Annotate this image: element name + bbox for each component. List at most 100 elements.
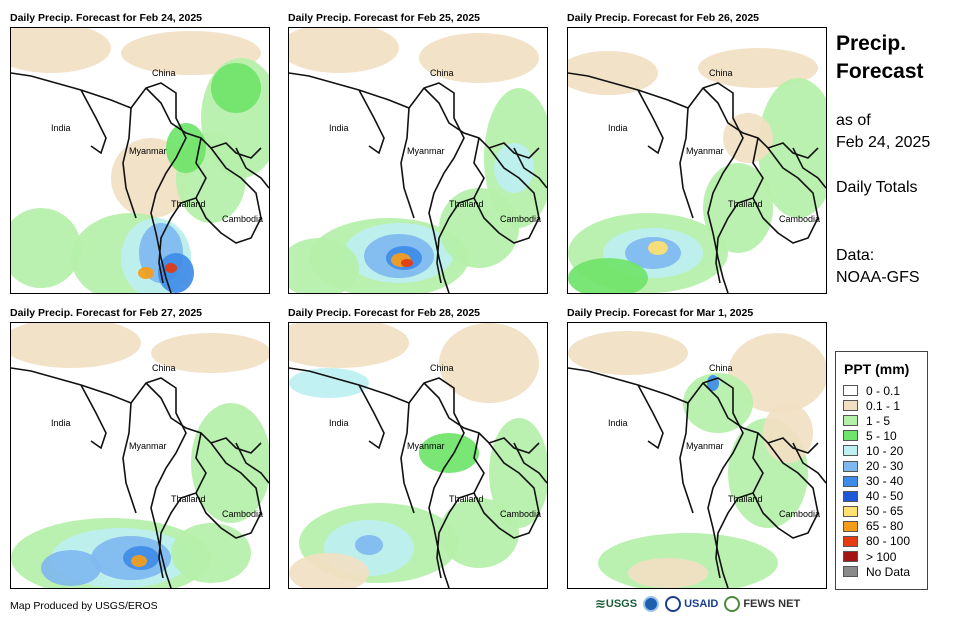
country-border bbox=[400, 402, 415, 514]
legend-item: No Data bbox=[843, 564, 927, 579]
panel-title-5: Daily Precip. Forecast for Feb 28, 2025 bbox=[288, 307, 481, 319]
country-border bbox=[195, 147, 262, 244]
legend-item: 50 - 65 bbox=[843, 504, 927, 519]
usgs-logo: ≋ USGS bbox=[595, 596, 638, 611]
precip-field bbox=[11, 323, 269, 588]
map-label-thailand: Thailand bbox=[728, 494, 763, 504]
usaid-logo: USAID bbox=[665, 596, 718, 612]
precip-area bbox=[158, 253, 194, 293]
legend-swatch bbox=[843, 535, 858, 547]
map-label-myanmar: Myanmar bbox=[407, 146, 445, 156]
map-label-thailand: Thailand bbox=[449, 494, 484, 504]
precip-area bbox=[439, 323, 539, 403]
sidebar-data-source: NOAA-GFS bbox=[836, 269, 920, 286]
map-panel-feb-24: China India Myanmar Thailand Cambodia bbox=[10, 27, 270, 294]
country-border bbox=[679, 402, 694, 514]
country-border bbox=[423, 87, 540, 159]
country-border bbox=[235, 442, 269, 484]
legend-swatch bbox=[843, 385, 858, 397]
country-border bbox=[752, 147, 819, 244]
legend-item: 0 - 0.1 bbox=[843, 383, 927, 398]
legend-swatch bbox=[843, 475, 858, 487]
map-label-india: India bbox=[329, 123, 349, 133]
precip-area bbox=[568, 258, 648, 293]
precip-area bbox=[289, 553, 369, 588]
map-label-myanmar: Myanmar bbox=[129, 146, 167, 156]
legend-swatch bbox=[843, 460, 858, 472]
precip-field bbox=[289, 323, 547, 588]
map-label-china: China bbox=[709, 363, 733, 373]
precip-area bbox=[289, 238, 359, 293]
precip-area bbox=[763, 403, 813, 463]
usgs-wave-icon: ≋ bbox=[595, 596, 606, 611]
precip-area bbox=[11, 323, 141, 368]
country-border bbox=[80, 384, 107, 450]
fews-globe-icon bbox=[724, 596, 741, 612]
map-label-thailand: Thailand bbox=[449, 199, 484, 209]
legend-label: 65 - 80 bbox=[866, 519, 904, 534]
legend-label: 5 - 10 bbox=[866, 428, 897, 443]
country-border bbox=[702, 382, 819, 454]
precip-area bbox=[568, 51, 658, 95]
precip-area bbox=[494, 143, 534, 193]
country-border bbox=[792, 442, 826, 484]
country-border bbox=[752, 442, 819, 539]
map-panel-feb-27: China India Myanmar Thailand Cambodia bbox=[10, 322, 270, 589]
precip-area bbox=[165, 263, 177, 273]
sidebar-title-line1: Precip. bbox=[836, 32, 907, 55]
precip-area bbox=[11, 208, 81, 288]
country-border bbox=[235, 147, 269, 189]
legend-item: 40 - 50 bbox=[843, 489, 927, 504]
precip-area bbox=[439, 498, 519, 568]
precip-field bbox=[568, 331, 826, 588]
legend-swatch bbox=[843, 520, 858, 532]
country-border bbox=[473, 442, 540, 539]
legend-swatch bbox=[843, 490, 858, 502]
country-border bbox=[715, 432, 764, 579]
legend-label: 10 - 20 bbox=[866, 443, 904, 458]
panel-title-4: Daily Precip. Forecast for Feb 27, 2025 bbox=[10, 307, 203, 319]
map-label-myanmar: Myanmar bbox=[407, 441, 445, 451]
country-border bbox=[637, 384, 664, 450]
map-label-thailand: Thailand bbox=[728, 199, 763, 209]
map-label-cambodia: Cambodia bbox=[779, 214, 821, 224]
map-panel-feb-25: China India Myanmar Thailand Cambodia bbox=[288, 27, 548, 294]
legend-label: 1 - 5 bbox=[866, 413, 891, 428]
usaid-seal-icon bbox=[665, 596, 682, 612]
precip-field bbox=[11, 28, 269, 293]
legend-label: No Data bbox=[866, 564, 911, 579]
precip-area bbox=[211, 63, 261, 113]
legend-item: 65 - 80 bbox=[843, 519, 927, 534]
precip-area bbox=[401, 259, 413, 267]
legend-item: > 100 bbox=[843, 549, 927, 564]
map-label-india: India bbox=[51, 418, 71, 428]
legend-item: 1 - 5 bbox=[843, 413, 927, 428]
map-label-thailand: Thailand bbox=[171, 199, 206, 209]
legend-item: 20 - 30 bbox=[843, 458, 927, 473]
legend-swatch bbox=[843, 551, 858, 563]
fews-net-logo: FEWS NET bbox=[724, 596, 800, 612]
map-credit: Map Produced by USGS/EROS bbox=[10, 600, 158, 612]
precip-area bbox=[628, 558, 708, 588]
precip-area bbox=[698, 48, 818, 88]
precip-area bbox=[166, 123, 206, 173]
country-border bbox=[122, 107, 137, 219]
country-border bbox=[423, 382, 540, 454]
precip-area bbox=[648, 241, 668, 255]
legend-item: 0.1 - 1 bbox=[843, 398, 927, 413]
precip-area bbox=[131, 555, 147, 567]
precip-area bbox=[289, 28, 399, 73]
precip-area bbox=[151, 333, 269, 373]
country-border bbox=[473, 147, 540, 244]
country-border bbox=[158, 137, 207, 284]
map-label-india: India bbox=[329, 418, 349, 428]
map-panel-mar-1: China India Myanmar Thailand Cambodia bbox=[567, 322, 827, 589]
map-label-india: India bbox=[51, 123, 71, 133]
precip-area bbox=[419, 433, 479, 473]
country-border bbox=[679, 107, 694, 219]
sponsor-logos: ≋ USGS USAID FEWS NET bbox=[595, 596, 800, 612]
map-label-cambodia: Cambodia bbox=[222, 509, 264, 519]
country-border bbox=[513, 442, 547, 484]
map-label-myanmar: Myanmar bbox=[129, 441, 167, 451]
country-border bbox=[80, 89, 107, 155]
